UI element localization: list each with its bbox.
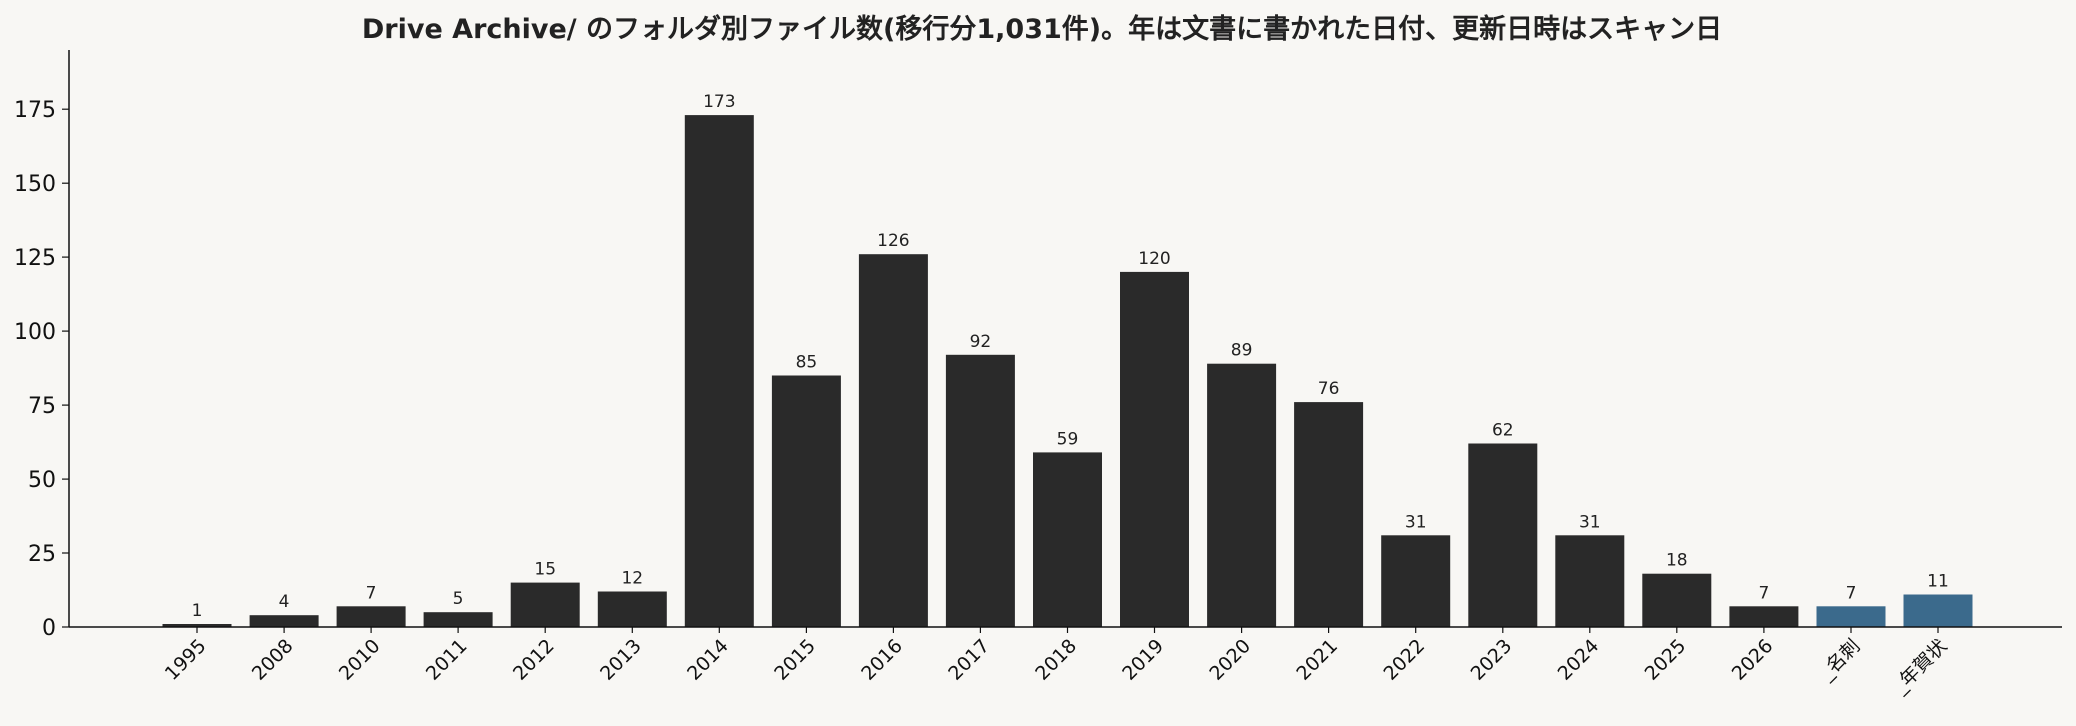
data-label-_年賀状: 11 — [1927, 572, 1949, 592]
bar-2014 — [684, 115, 754, 627]
bar-2019 — [1120, 271, 1189, 627]
bar-2020 — [1207, 363, 1277, 627]
bar-2024 — [1555, 535, 1625, 627]
data-label-2016: 126 — [877, 231, 909, 251]
bar-_年賀状 — [1903, 594, 1973, 627]
data-label-2017: 92 — [970, 332, 992, 352]
bar-2011 — [423, 612, 493, 627]
data-label-2010: 7 — [366, 583, 377, 603]
y-tick-label-125: 125 — [14, 246, 56, 271]
bar-_名刺 — [1816, 606, 1886, 627]
data-label-2015: 85 — [796, 353, 818, 373]
bars-group — [162, 115, 1973, 627]
data-label-2008: 4 — [279, 592, 290, 612]
data-label-1995: 1 — [192, 601, 203, 621]
data-label-2018: 59 — [1057, 429, 1079, 449]
bar-2013 — [597, 591, 667, 627]
chart-title: Drive Archive/ のフォルダ別ファイル数(移行分1,031件)。年は… — [362, 13, 1722, 45]
data-label-2026: 7 — [1758, 583, 1769, 603]
data-label-2012: 15 — [534, 560, 556, 580]
data-label-2013: 12 — [621, 569, 643, 589]
y-tick-label-175: 175 — [14, 98, 56, 123]
y-tick-label-75: 75 — [28, 394, 56, 419]
bar-2010 — [336, 606, 406, 627]
bar-2022 — [1381, 535, 1451, 627]
data-label-2021: 76 — [1318, 379, 1340, 399]
y-tick-label-150: 150 — [14, 172, 56, 197]
y-tick-label-100: 100 — [14, 320, 56, 345]
data-label-2011: 5 — [453, 589, 464, 609]
y-axis: 0 25 50 75 100 125 150 175 — [14, 50, 70, 641]
bar-2017 — [945, 354, 1015, 627]
data-label-2019: 120 — [1138, 249, 1170, 269]
y-tick-label-0: 0 — [42, 616, 56, 641]
data-label-2020: 89 — [1231, 341, 1253, 361]
bar-2021 — [1294, 402, 1364, 627]
bar-2018 — [1033, 452, 1102, 627]
bar-2025 — [1642, 573, 1712, 627]
data-label-2022: 31 — [1405, 512, 1427, 532]
y-tick-label-25: 25 — [28, 542, 56, 567]
data-label-_名刺: 7 — [1846, 583, 1857, 603]
bar-2023 — [1468, 443, 1538, 627]
bar-2016 — [858, 254, 928, 627]
bar-1995 — [162, 624, 232, 627]
data-labels-group: 1 4 7 5 15 12 173 85 126 92 59 120 89 76 31 62 31 18 7 7 11 — [192, 92, 1949, 621]
bar-2008 — [249, 615, 319, 627]
bar-2015 — [771, 375, 841, 627]
data-label-2023: 62 — [1492, 421, 1514, 441]
y-tick-label-50: 50 — [28, 468, 56, 493]
data-label-2024: 31 — [1579, 512, 1601, 532]
bar-2026 — [1729, 606, 1799, 627]
bar-2012 — [510, 582, 580, 627]
data-label-2014: 173 — [703, 92, 735, 112]
data-label-2025: 18 — [1666, 551, 1688, 571]
